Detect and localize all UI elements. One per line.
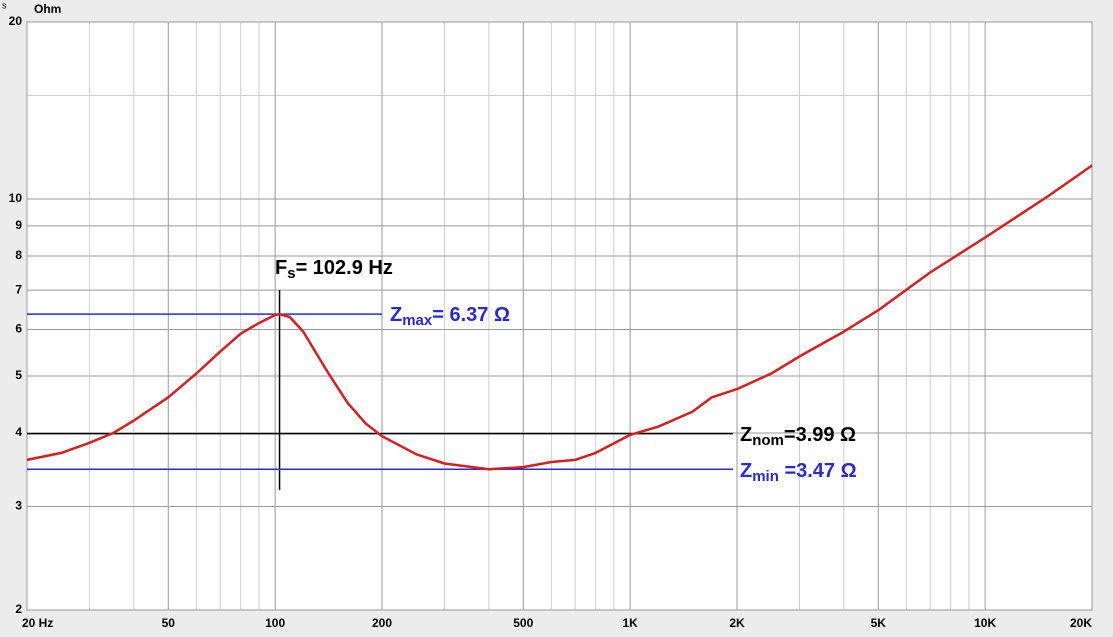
x-tick-label: 50 (162, 616, 176, 630)
label-main: Z (740, 460, 752, 482)
label-main: Z (390, 304, 402, 326)
label-rest: =3.99 Ω (784, 424, 856, 446)
y-tick-label: 8 (15, 248, 22, 262)
y-tick-label: 2 (15, 602, 22, 616)
y-tick-label: 10 (9, 191, 23, 205)
label-sub: nom (752, 432, 784, 449)
x-tick-label: 20K (1070, 616, 1092, 630)
x-tick-label: 20 Hz (22, 616, 53, 630)
corner-label: s (2, 0, 7, 10)
x-tick-label: 10K (974, 616, 996, 630)
x-tick-label: 2K (729, 616, 745, 630)
plot-area (26, 21, 1093, 611)
reference-label: Znom=3.99 Ω (740, 424, 856, 449)
label-sub: min (752, 468, 779, 485)
reference-label: Fs= 102.9 Hz (275, 257, 393, 282)
label-rest: =3.47 Ω (779, 460, 857, 482)
label-main: Z (740, 424, 752, 446)
y-tick-label: 20 (9, 14, 23, 28)
label-main: F (275, 257, 287, 279)
reference-label: Zmin =3.47 Ω (740, 460, 857, 485)
label-sub: s (287, 265, 295, 282)
x-tick-label: 5K (871, 616, 887, 630)
y-tick-label: 4 (15, 425, 22, 439)
y-axis-label: Ohm (34, 2, 61, 16)
y-tick-label: 7 (15, 282, 22, 296)
x-tick-label: 200 (372, 616, 392, 630)
y-tick-label: 5 (15, 368, 22, 382)
label-sub: max (402, 312, 433, 329)
reference-label: Zmax= 6.37 Ω (390, 304, 510, 329)
label-rest: = 6.37 Ω (432, 304, 510, 326)
x-tick-label: 500 (513, 616, 533, 630)
y-tick-label: 6 (15, 322, 22, 336)
y-tick-label: 3 (15, 499, 22, 513)
x-tick-label: 1K (622, 616, 638, 630)
label-rest: = 102.9 Hz (296, 257, 393, 279)
y-tick-label: 9 (15, 218, 22, 232)
x-tick-label: 100 (265, 616, 285, 630)
impedance-line (26, 164, 1093, 471)
